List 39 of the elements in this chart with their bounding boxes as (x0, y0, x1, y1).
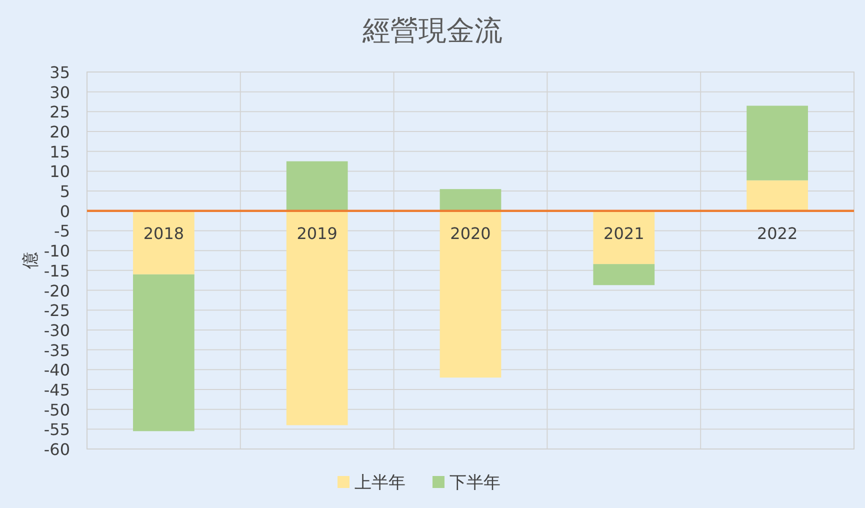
y-tick-label: -45 (44, 380, 70, 400)
y-tick-label: -15 (44, 261, 70, 280)
bar (440, 189, 502, 211)
y-tick-label: -50 (44, 400, 70, 420)
bar (593, 210, 655, 264)
y-axis-title: 億 (21, 252, 41, 269)
chart-title: 經營現金流 (362, 14, 502, 47)
y-tick-label: 0 (60, 202, 70, 221)
bar (440, 210, 502, 378)
bar (133, 274, 194, 432)
bar (746, 180, 808, 211)
y-tick-label: -35 (44, 340, 70, 360)
bar (286, 161, 348, 211)
bar (593, 264, 655, 286)
legend-label: 上半年 (354, 473, 406, 493)
y-tick-label: 30 (50, 82, 70, 102)
bar (286, 210, 348, 426)
legend-label: 下半年 (450, 473, 500, 493)
y-tick-label: 15 (50, 142, 70, 162)
x-tick-label: 2020 (450, 224, 491, 243)
y-tick-label: -60 (44, 440, 70, 459)
y-tick-label: -20 (44, 281, 70, 300)
x-tick-label: 2021 (604, 224, 644, 243)
bar (133, 210, 194, 274)
y-tick-label: 10 (50, 162, 70, 182)
y-tick-label: 35 (50, 63, 70, 82)
x-tick-label: 2019 (296, 224, 338, 243)
bar (746, 106, 808, 180)
y-tick-label: 5 (60, 182, 70, 202)
y-tick-label: -40 (44, 360, 70, 380)
y-tick-label: 25 (50, 102, 70, 122)
x-tick-label: 2018 (143, 224, 184, 243)
y-tick-label: -25 (44, 301, 70, 320)
y-tick-label: 20 (50, 122, 70, 142)
x-tick-label: 2022 (756, 224, 798, 243)
y-tick-label: -10 (44, 242, 70, 261)
y-tick-label: -30 (44, 320, 70, 340)
y-tick-label: -5 (54, 222, 70, 241)
y-tick-label: -55 (44, 420, 70, 440)
